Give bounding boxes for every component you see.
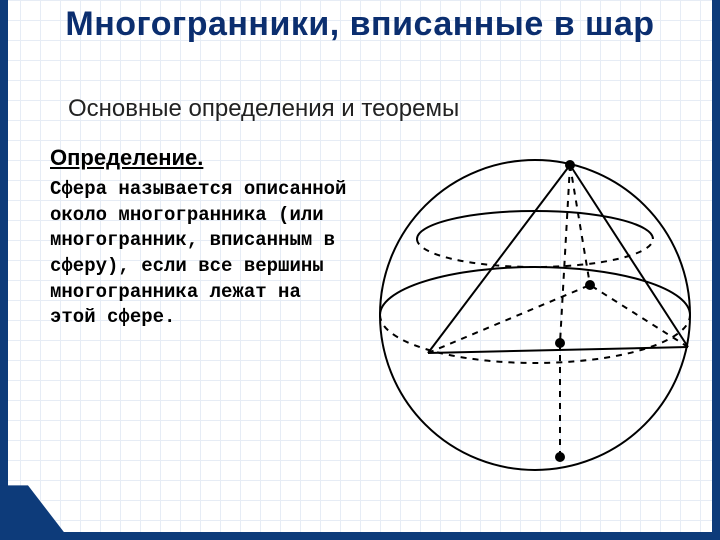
slide-title: Многогранники, вписанные в шар [0, 6, 720, 43]
upper-lat-front [417, 211, 653, 239]
equator-back [380, 315, 690, 363]
definition-block: Определение. Сфера называется описанной … [50, 145, 350, 331]
equator-front [380, 267, 690, 315]
definition-heading: Определение. [50, 145, 350, 171]
definition-body: Сфера называется описанной около многогр… [50, 177, 350, 331]
sphere-tetrahedron-figure [370, 125, 700, 485]
template-corner [0, 470, 70, 540]
slide-subtitle: Основные определения и теоремы [68, 95, 459, 123]
base-back-point [585, 280, 595, 290]
edge-front-base [428, 347, 688, 353]
bottom-point [555, 452, 565, 462]
apex-point [565, 160, 575, 170]
upper-lat-back [417, 239, 653, 267]
edge-apex-back [570, 165, 590, 285]
axis-upper [560, 165, 570, 343]
center-point [555, 338, 565, 348]
sphere-outline [380, 160, 690, 470]
edge-left-back [428, 285, 590, 353]
